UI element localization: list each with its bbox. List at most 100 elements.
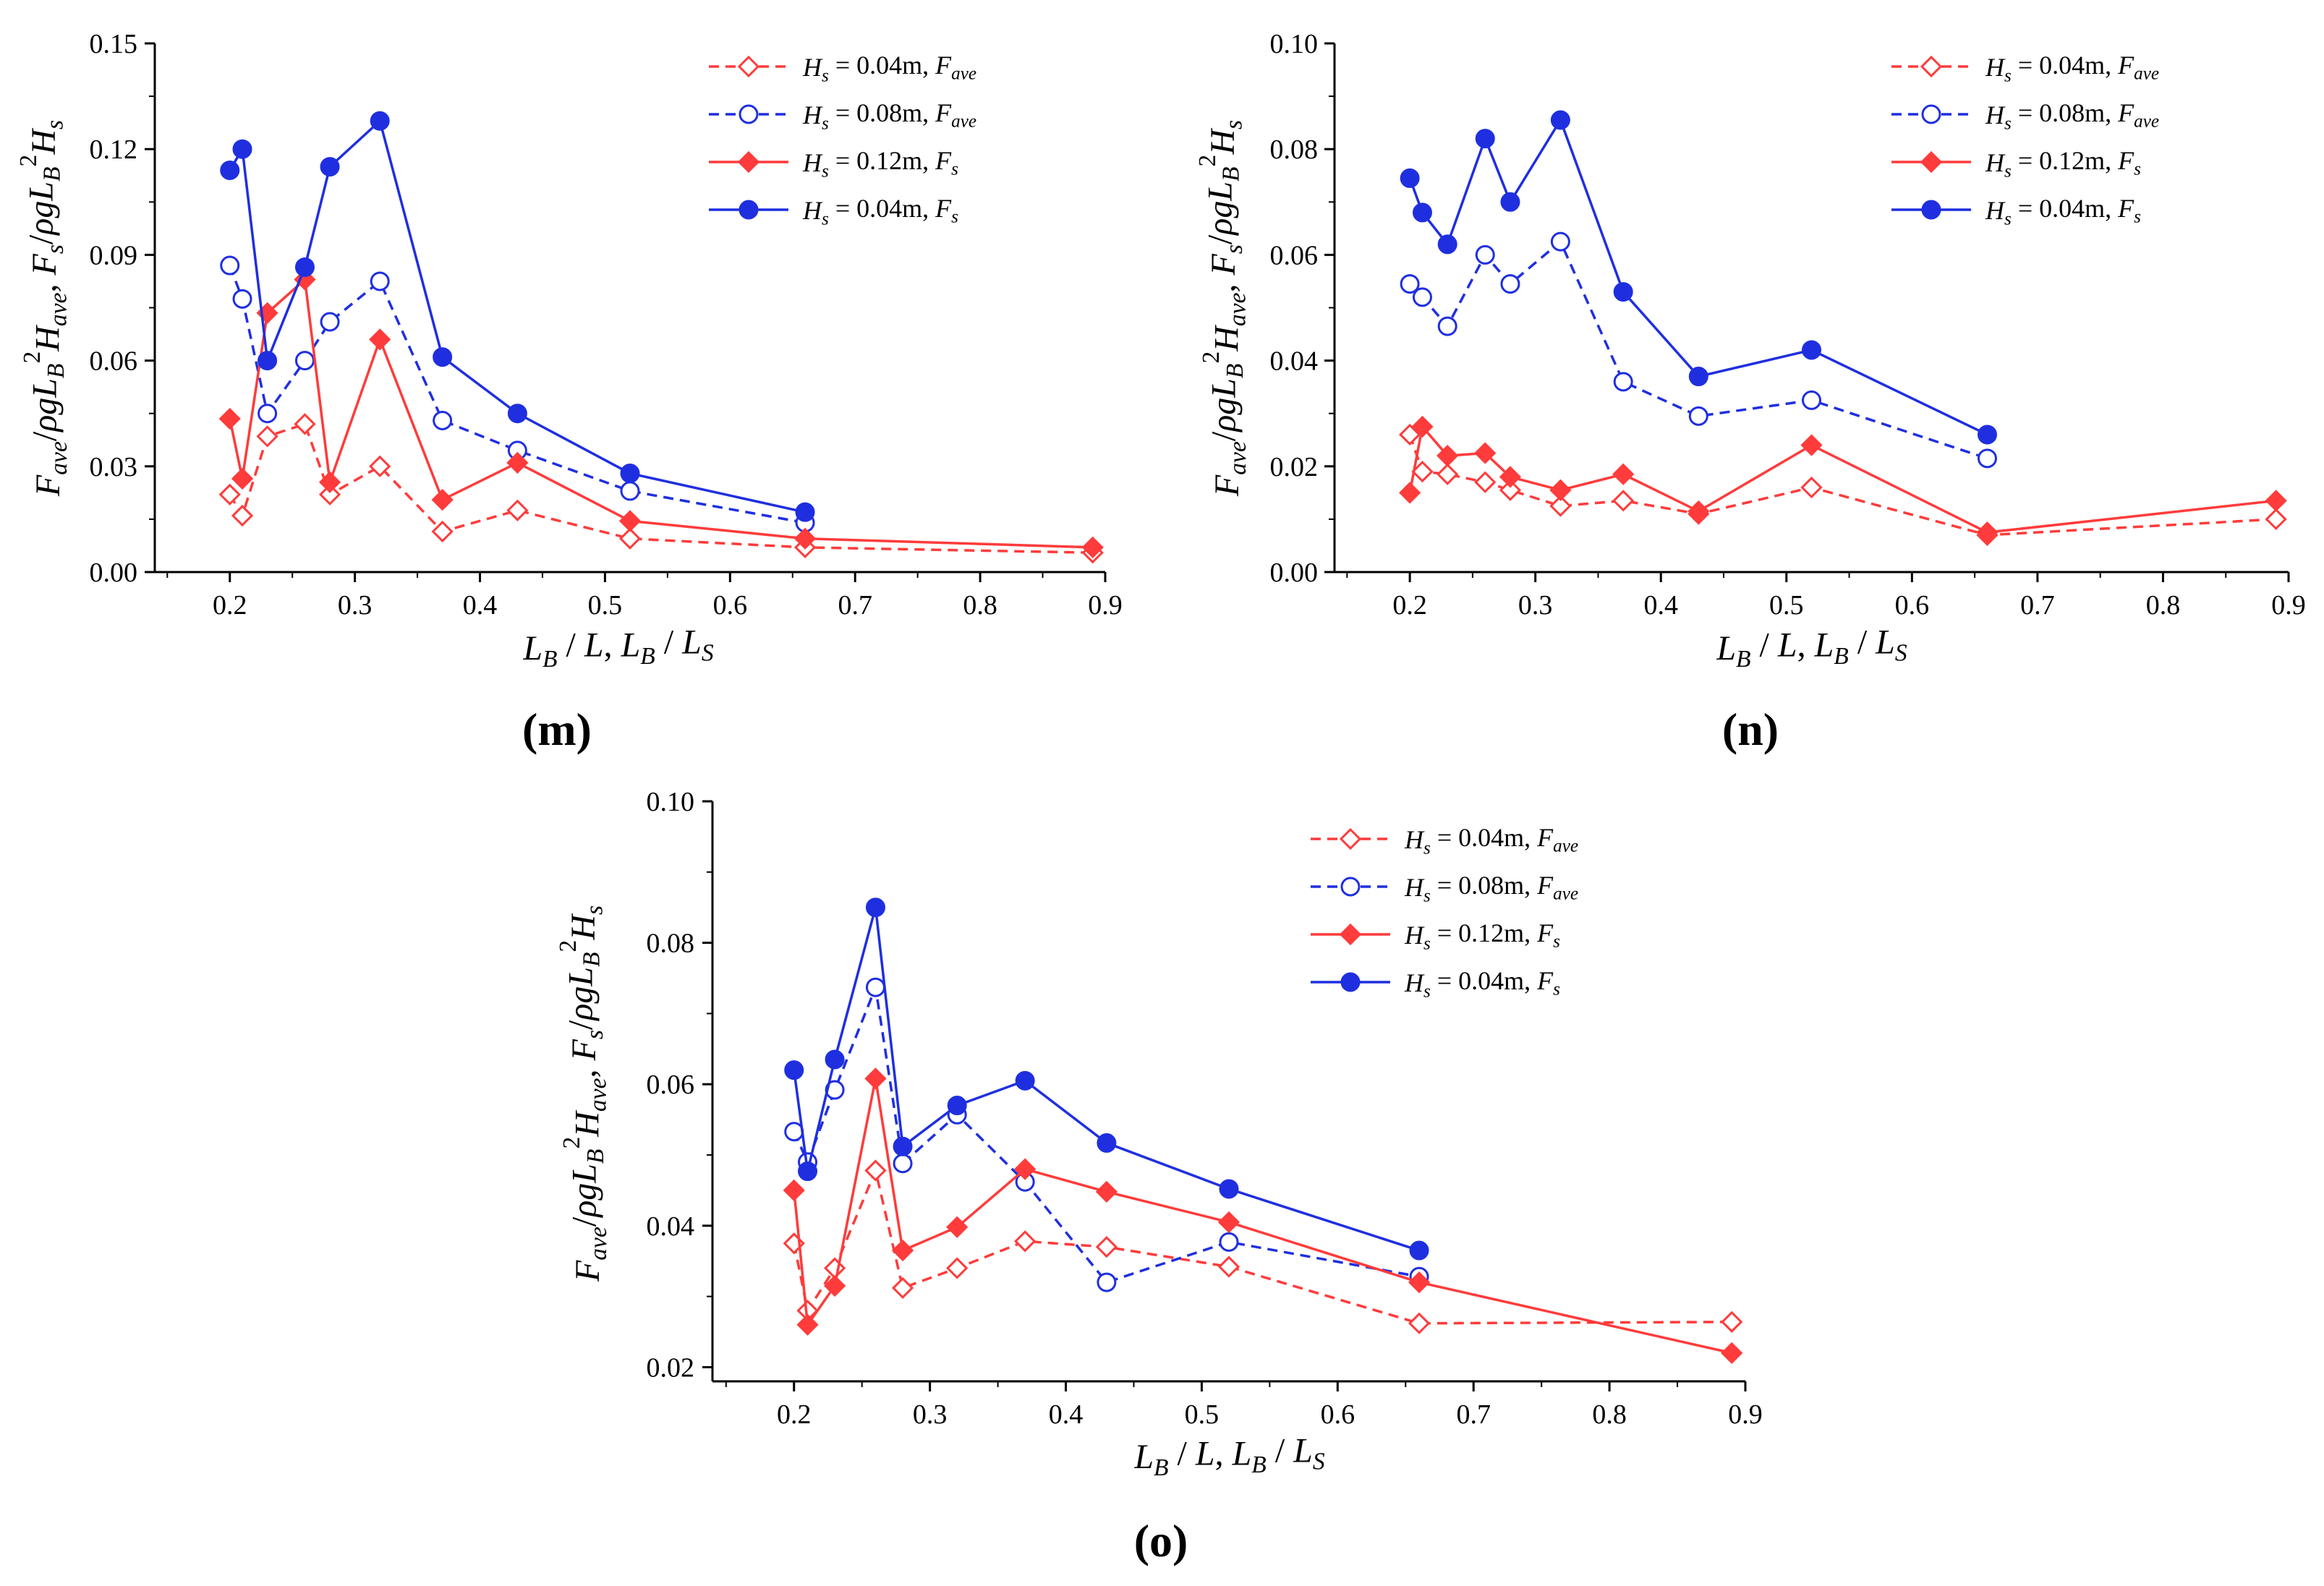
legend-entry: Hs​ = 0.04m, Fave​ [1404, 823, 1578, 858]
data-point [1688, 367, 1708, 387]
data-point [1217, 1255, 1240, 1278]
data-point [823, 1257, 846, 1279]
data-point [318, 471, 341, 493]
legend-marker [737, 150, 760, 174]
legend-marker [737, 55, 760, 78]
data-point [1097, 1133, 1117, 1153]
data-point [864, 1067, 887, 1090]
data-point [256, 425, 278, 448]
series-line [793, 1166, 1732, 1325]
data-point [1688, 406, 1708, 426]
data-point [218, 407, 241, 430]
data-point [220, 255, 240, 276]
series-line [229, 118, 806, 513]
data-point [507, 404, 527, 424]
series-line [229, 265, 806, 524]
series-line [792, 1078, 1732, 1355]
series-2 [1399, 415, 2287, 544]
x-tick-label: 0.2 [1392, 590, 1427, 621]
x-tick-label: 0.6 [1321, 1399, 1355, 1430]
legend-marker [1340, 972, 1361, 992]
data-point [1400, 274, 1420, 294]
x-tick-label: 0.2 [213, 590, 247, 621]
series-line [229, 276, 1093, 549]
data-point [1721, 1310, 1743, 1333]
chart-panel-m: 0.2 0.3 0.4 0.5 0.6 0.7 0.8 0.9 0.00 0.03 0.06 0.09… [15, 29, 1123, 755]
x-tick-label: 0.3 [913, 1399, 948, 1430]
data-point [1687, 500, 1710, 523]
data-point [1437, 234, 1457, 255]
series-0 [218, 413, 1104, 564]
legend-entry: Hs​ = 0.04m, Fs​ [802, 194, 958, 229]
data-point [793, 527, 817, 550]
x-tick-label: 0.3 [1518, 590, 1553, 621]
data-point [1436, 445, 1459, 467]
x-axis-label: LB​ / L, LB​ / LS​ [1716, 623, 1907, 673]
series-2 [218, 268, 1104, 559]
data-point [1500, 192, 1520, 212]
series-3 [220, 111, 815, 522]
chart-panel-o: 0.2 0.3 0.4 0.5 0.6 0.7 0.8 0.9 0.02 0.04 0.06 0.08… [555, 787, 1763, 1566]
legend-entry: Hs​ = 0.08m, Fave​ [802, 98, 976, 134]
series-line [229, 422, 1093, 554]
data-point [2265, 490, 2287, 512]
data-point [1219, 1232, 1239, 1252]
data-point [1800, 434, 1823, 456]
data-point [1217, 1211, 1240, 1234]
data-point [218, 483, 241, 506]
x-tick-label: 0.4 [1643, 590, 1678, 621]
data-point [1095, 1180, 1118, 1203]
data-point [1474, 442, 1497, 464]
y-axis-label: Fave​/ρgLB​2​Have​, Fs​/ρgLB​2​Hs​ [15, 120, 72, 497]
data-point [865, 898, 885, 918]
data-point [369, 455, 391, 477]
series-line [1408, 116, 1988, 436]
data-point [891, 1239, 914, 1262]
x-tick-label: 0.4 [463, 590, 498, 621]
data-point [2265, 508, 2287, 531]
data-point [1550, 231, 1570, 252]
x-tick-label: 0.7 [2020, 590, 2055, 621]
data-point [1400, 168, 1420, 188]
series-3 [784, 898, 1429, 1261]
legend: Hs​ = 0.04m, Fave​ Hs​ = 0.08m, Fave​ Hs​ … [1891, 51, 2159, 229]
data-point [1015, 1070, 1035, 1091]
y-tick-label: 0.02 [1270, 452, 1319, 482]
data-point [864, 1159, 887, 1182]
data-point [1475, 129, 1495, 149]
data-point [370, 111, 390, 131]
data-point [231, 467, 254, 490]
y-tick-label: 0.10 [647, 787, 695, 817]
legend-entry: Hs​ = 0.04m, Fs​ [1985, 194, 2141, 229]
y-tick-label: 0.06 [647, 1070, 695, 1100]
data-point [433, 410, 453, 430]
x-tick-label: 0.5 [1769, 590, 1804, 621]
data-point [320, 312, 340, 332]
x-tick-label: 0.8 [963, 590, 997, 621]
y-tick-label: 0.09 [90, 240, 138, 270]
y-tick-label: 0.00 [1270, 558, 1319, 588]
data-point [1976, 521, 1999, 544]
data-point [431, 488, 454, 511]
data-point [1409, 1240, 1429, 1261]
data-point [865, 977, 885, 997]
data-point [1613, 372, 1633, 392]
legend-marker [1921, 104, 1941, 124]
data-point [891, 1276, 914, 1300]
data-point [1014, 1230, 1037, 1253]
y-tick-label: 0.12 [90, 135, 138, 165]
data-point [825, 1049, 845, 1070]
data-point [220, 160, 240, 180]
data-point [1977, 425, 1997, 445]
legend-marker [739, 104, 759, 124]
y-tick-label: 0.10 [1270, 29, 1319, 59]
data-point [1408, 1271, 1431, 1294]
data-point [1613, 282, 1633, 302]
data-point [784, 1060, 804, 1080]
y-axis-label: Fave​/ρgLB​2​Have​, Fs​/ρgLB​2​Hs​ [1194, 120, 1251, 497]
legend: Hs​ = 0.04m, Fave​ Hs​ = 0.08m, Fave​ Hs​ … [1311, 823, 1578, 1002]
data-point [784, 1122, 804, 1142]
data-point [795, 502, 815, 522]
data-point [506, 499, 529, 521]
data-point [232, 289, 252, 309]
